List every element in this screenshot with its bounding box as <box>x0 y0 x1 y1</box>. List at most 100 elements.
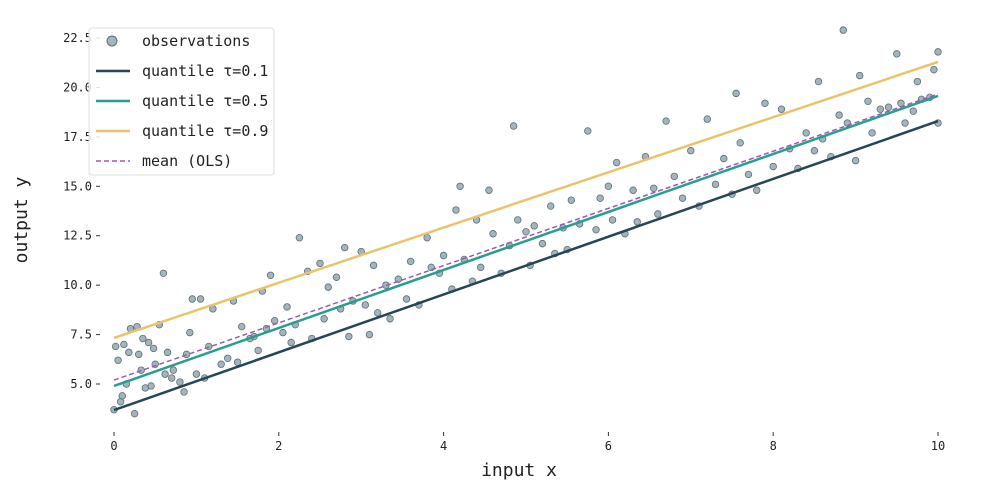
observation-point <box>913 77 922 86</box>
observation-point <box>584 127 592 135</box>
observation-point <box>711 180 720 189</box>
observation-point <box>373 309 382 317</box>
observation-point <box>608 216 617 224</box>
observation-point <box>485 186 493 194</box>
observation-point <box>884 103 893 111</box>
observation-point <box>287 338 295 347</box>
observation-point <box>670 172 679 181</box>
observation-point <box>456 182 464 190</box>
observation-point <box>188 295 196 303</box>
observation-point <box>522 228 530 236</box>
line-ols <box>113 93 939 381</box>
observation-point <box>839 26 847 34</box>
observation-point <box>687 147 695 155</box>
observation-point <box>909 107 917 115</box>
observation-point <box>604 182 613 190</box>
observation-point <box>777 105 786 113</box>
y-tick-label: 10.0 <box>63 278 92 292</box>
observation-point <box>125 348 133 357</box>
y-tick-label: 12.5 <box>63 229 92 243</box>
observation-point <box>135 350 143 359</box>
observation-point <box>159 269 168 277</box>
legend-label: mean (OLS) <box>142 152 232 170</box>
observation-point <box>332 273 341 281</box>
observation-point <box>662 117 670 125</box>
observation-point <box>814 77 823 86</box>
observation-point <box>547 202 555 210</box>
observation-point <box>402 295 411 303</box>
observation-point <box>810 147 819 155</box>
observation-point <box>180 388 188 396</box>
observation-point <box>736 139 744 147</box>
observation-point <box>139 334 147 343</box>
x-tick-label: 4 <box>440 439 447 453</box>
legend-marker-observations <box>106 35 118 47</box>
observation-point <box>476 263 485 272</box>
observation-point <box>361 301 370 309</box>
observation-point <box>633 218 641 226</box>
observation-point <box>161 370 169 378</box>
legend-label: observations <box>142 32 250 50</box>
observation-point <box>118 392 126 400</box>
observation-point <box>176 378 184 386</box>
observation-point <box>893 50 901 58</box>
observation-point <box>835 111 843 119</box>
observation-point <box>530 222 538 230</box>
observation-point <box>345 332 353 341</box>
observation-point <box>341 243 349 252</box>
y-tick-label: 22.5 <box>63 31 92 45</box>
x-axis-label: input x <box>481 460 557 481</box>
observation-point <box>233 358 242 366</box>
observation-point <box>930 65 938 74</box>
y-tick-label: 5.0 <box>70 377 92 391</box>
legend-label: quantile τ=0.1 <box>142 62 268 80</box>
line-q09 <box>113 60 939 340</box>
observation-point <box>592 226 600 234</box>
observation-point <box>167 374 176 382</box>
observation-point <box>538 239 547 248</box>
observation-point <box>169 366 178 374</box>
observation-point <box>266 271 275 279</box>
observation-point <box>238 322 246 331</box>
observation-point <box>279 328 287 337</box>
observation-point <box>111 342 120 351</box>
observation-point <box>744 170 753 179</box>
observation-point <box>876 105 885 113</box>
observation-point <box>851 156 860 165</box>
observation-point <box>217 360 225 368</box>
observation-point <box>732 89 740 98</box>
x-tick-label: 10 <box>931 439 945 453</box>
legend-box <box>88 27 275 176</box>
observation-point <box>901 119 909 127</box>
observation-point <box>423 234 431 242</box>
observation-point <box>452 206 460 214</box>
observation-point <box>324 283 332 291</box>
legend-label: quantile τ=0.9 <box>142 122 268 140</box>
observation-point <box>567 196 576 204</box>
observation-point <box>650 184 658 192</box>
observation-point <box>654 210 662 218</box>
observation-point <box>761 99 769 107</box>
observation-point <box>120 340 128 349</box>
observation-point <box>224 354 232 362</box>
observation-point <box>868 129 876 137</box>
y-tick-label: 7.5 <box>70 328 92 342</box>
regression-lines <box>113 60 939 412</box>
x-tick-label: 0 <box>110 439 117 453</box>
y-tick-label: 15.0 <box>63 179 92 193</box>
x-tick-label: 6 <box>605 439 612 453</box>
observation-point <box>720 154 728 163</box>
observation-point <box>612 158 621 167</box>
observation-point <box>254 346 262 355</box>
observation-point <box>769 162 777 171</box>
observation-point <box>934 48 942 56</box>
y-axis-label: output y <box>11 176 32 263</box>
observation-point <box>703 115 711 123</box>
observation-point <box>144 338 153 347</box>
observation-point <box>802 129 810 137</box>
y-tick-label: 20.0 <box>63 80 92 94</box>
observation-point <box>186 328 194 337</box>
observation-point <box>629 186 637 194</box>
line-q01 <box>113 119 939 412</box>
